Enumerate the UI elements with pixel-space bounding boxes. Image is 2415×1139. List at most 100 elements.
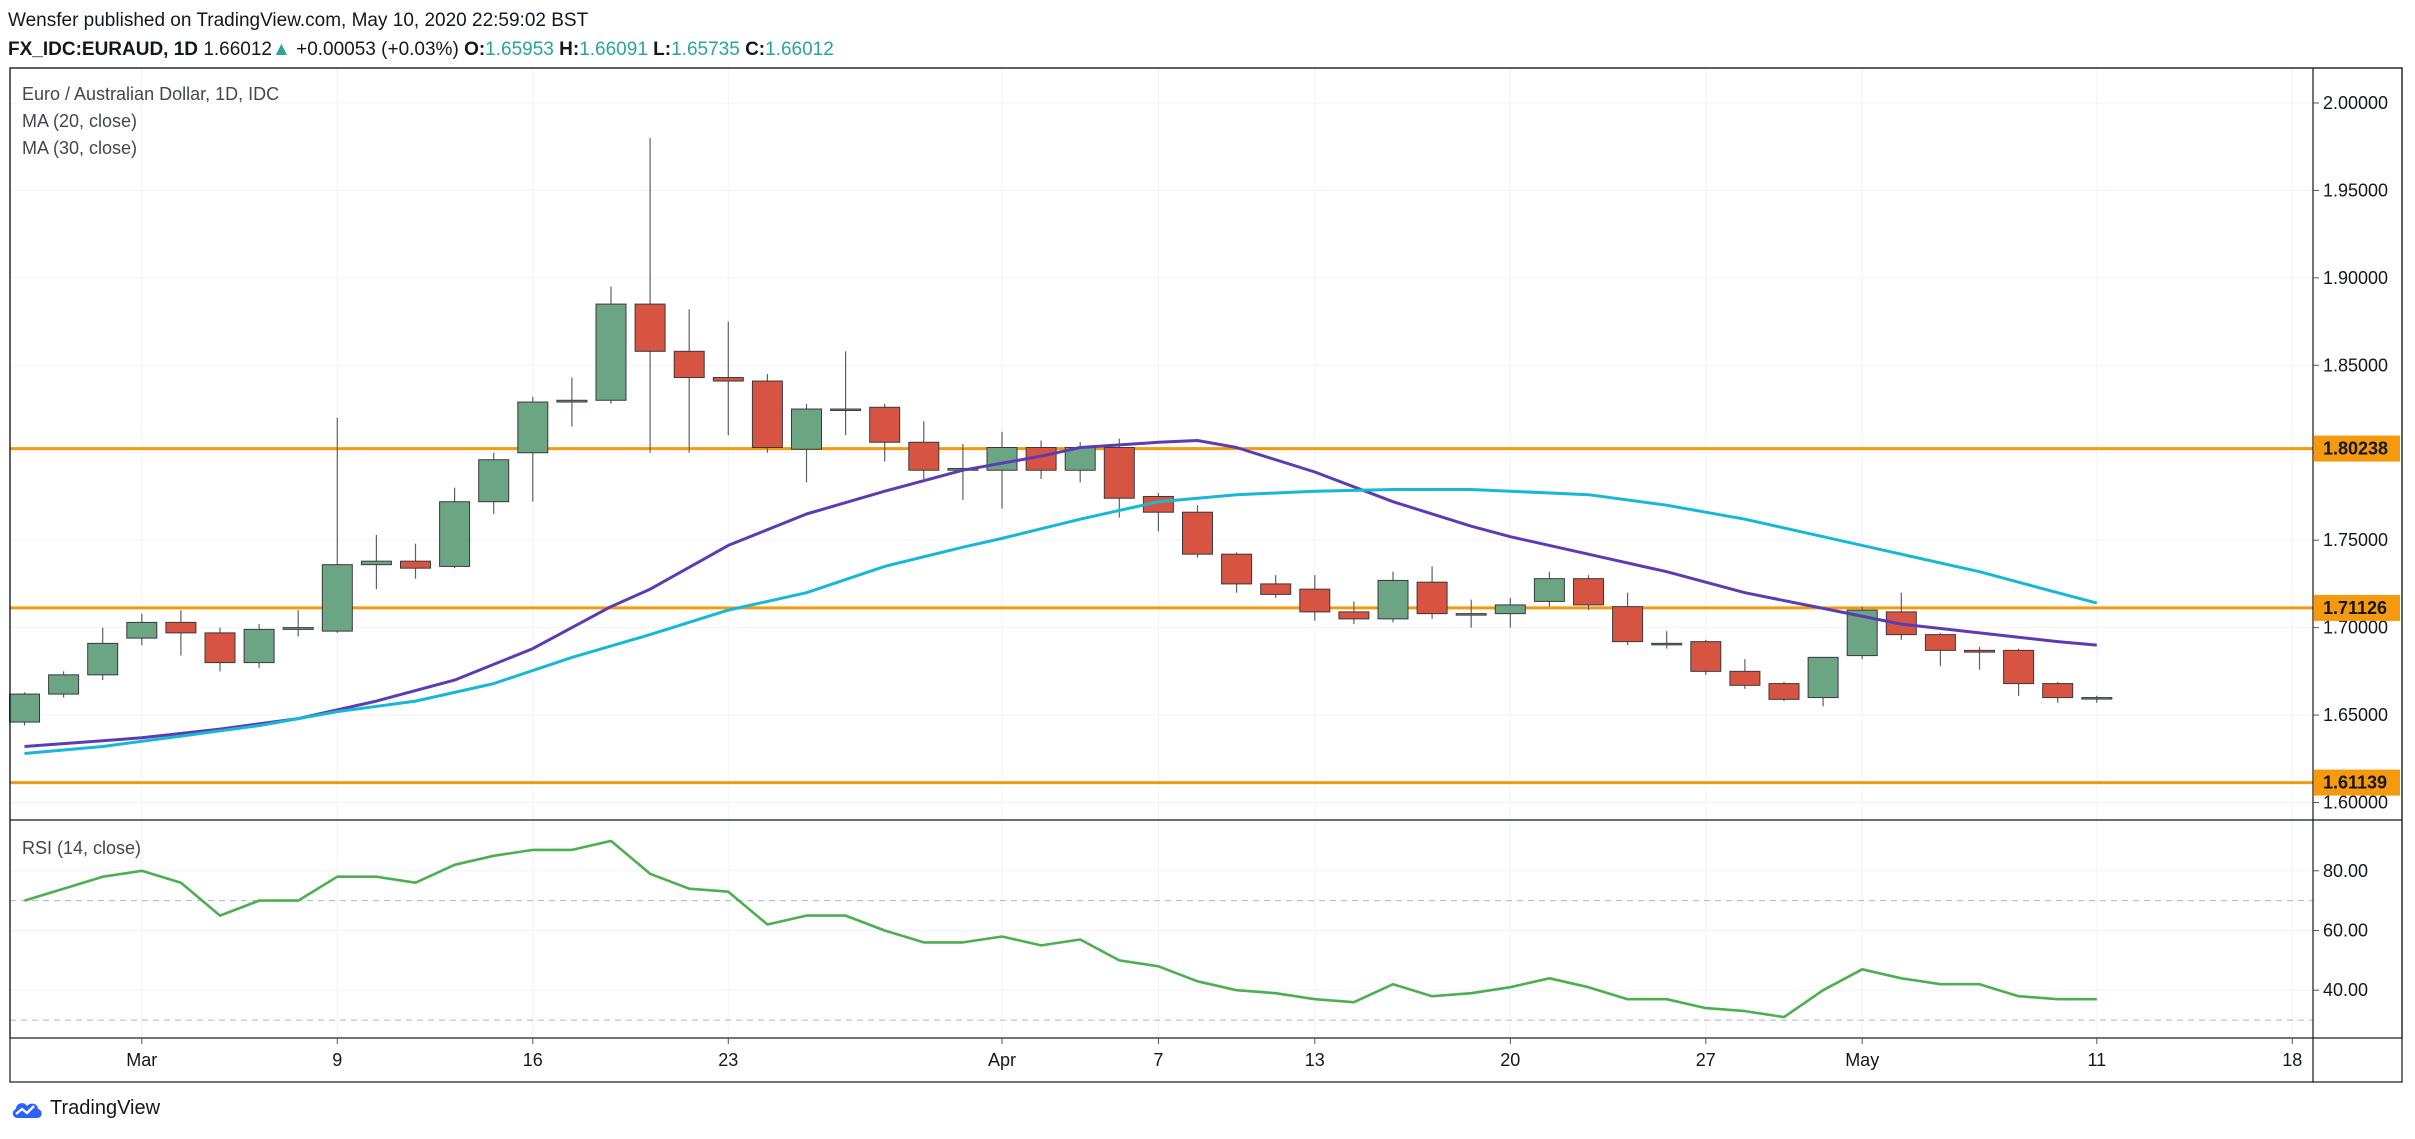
close-value: 1.66012	[765, 39, 834, 60]
time-tick-label: 13	[1305, 1050, 1325, 1070]
chart-border	[9, 67, 2403, 1083]
candle-down	[673, 350, 705, 379]
candle-up	[2081, 697, 2113, 700]
level-badge	[2314, 435, 2400, 462]
time-tick-label: 23	[718, 1050, 738, 1070]
candle-down	[1612, 606, 1644, 643]
time-tick-label: 11	[2087, 1050, 2106, 1070]
legend-ma20: MA (20, close)	[22, 111, 137, 131]
time-tick-label: Apr	[988, 1050, 1016, 1070]
candle-down	[1964, 649, 1995, 653]
low-label: L:	[653, 39, 672, 60]
level-badges: 1.80238 1.71126 1.61139	[2314, 435, 2400, 796]
candle-up	[439, 501, 471, 567]
price-tick-label: 1.65000	[2323, 705, 2388, 725]
time-tick-label: 7	[1153, 1050, 1163, 1070]
candle-down	[1573, 578, 1604, 606]
price-tick-label: 1.75000	[2323, 530, 2388, 550]
candle-down	[1690, 641, 1722, 672]
level-badge-label: 1.61139	[2323, 773, 2387, 793]
candle-up	[1455, 613, 1487, 616]
close-label: C:	[745, 39, 766, 60]
candle-down	[165, 621, 197, 634]
brand-name: TradingView	[50, 1097, 161, 1119]
ma20-line	[24, 439, 2097, 748]
rsi-tick-label: 40.00	[2323, 980, 2368, 1000]
price-tick-label: 1.70000	[2323, 618, 2388, 638]
published-line: Wensfer published on TradingView.com, Ma…	[8, 10, 589, 31]
rsi-tick-label: 80.00	[2323, 861, 2368, 881]
candle-down	[712, 377, 744, 382]
candle-up	[595, 303, 627, 401]
candle-down	[1768, 683, 1800, 700]
candle-up	[321, 564, 353, 632]
chart-grid	[10, 68, 2313, 1038]
candle-down	[1416, 581, 1448, 615]
chart-frame	[9, 67, 2403, 1083]
level-badge	[2314, 594, 2400, 621]
high-label: H:	[559, 39, 580, 60]
price-tick-label: 1.60000	[2323, 793, 2388, 813]
legend-rsi: RSI (14, close)	[22, 838, 141, 858]
price-tick-label: 1.95000	[2323, 180, 2388, 200]
price-tick-label: 1.85000	[2323, 355, 2388, 375]
tradingview-logo[interactable]: TradingView	[10, 1097, 160, 1120]
candle-up	[517, 401, 549, 454]
level-badge-label: 1.80238	[2323, 439, 2388, 459]
candle-down	[751, 380, 783, 448]
candle-down	[1260, 583, 1292, 595]
change-arrow-icon: ▲	[272, 39, 291, 60]
rsi-series	[24, 839, 2097, 1019]
candle-up	[87, 642, 119, 676]
ma30-line	[24, 488, 2098, 755]
candlestick-series	[9, 137, 2113, 726]
symbol: FX_IDC:EURAUD, 1D	[8, 39, 199, 60]
candle-down	[1729, 670, 1761, 686]
candle-up	[791, 408, 822, 450]
candle-up	[986, 446, 1018, 471]
candle-up	[1494, 604, 1526, 615]
price-change: +0.00053 (+0.03%)	[296, 39, 459, 60]
legend-ma30: MA (30, close)	[22, 138, 137, 158]
candle-up	[360, 560, 392, 566]
tradingview-cloud-icon	[12, 1102, 42, 1118]
legend-title: Euro / Australian Dollar, 1D, IDC	[22, 84, 279, 104]
candle-down	[2003, 649, 2035, 685]
time-tick-label: 27	[1696, 1050, 1716, 1070]
open-value: 1.65953	[485, 39, 554, 60]
time-tick-label: 9	[332, 1050, 342, 1070]
price-tick-label: 2.00000	[2323, 93, 2388, 113]
candle-up	[830, 408, 862, 412]
price-tick-label: 1.90000	[2323, 268, 2388, 288]
time-tick-label: Mar	[126, 1050, 157, 1070]
candle-down	[1103, 446, 1135, 499]
candle-up	[1651, 642, 1683, 646]
candle-down	[2042, 683, 2074, 699]
candle-down	[400, 560, 431, 569]
time-tick-label: 18	[2282, 1050, 2302, 1070]
candle-up	[556, 399, 588, 403]
open-label: O:	[464, 39, 486, 60]
rsi-bands	[10, 900, 2313, 1021]
rsi-line	[24, 839, 2097, 1019]
level-badge	[2314, 769, 2400, 796]
moving-averages	[24, 439, 2098, 755]
horizontal-levels	[10, 447, 2313, 785]
candle-down	[1182, 511, 1213, 555]
candle-up	[1377, 579, 1409, 620]
candle-up	[9, 693, 40, 723]
time-axis: Mar 9 16 23 Apr 7 13 20 27 May 11 18	[126, 1038, 2302, 1070]
time-tick-label: 16	[523, 1050, 543, 1070]
candle-down	[1338, 611, 1370, 620]
low-value: 1.65735	[671, 39, 740, 60]
candle-down	[204, 632, 236, 664]
candle-up	[478, 459, 510, 503]
candle-down	[908, 441, 940, 471]
candle-up	[282, 627, 314, 630]
candle-down	[1221, 553, 1253, 585]
rsi-tick-label: 60.00	[2323, 920, 2368, 940]
candle-down	[1924, 634, 1956, 651]
high-value: 1.66091	[579, 39, 648, 60]
symbol-line: FX_IDC:EURAUD, 1D 1.66012 ▲ +0.00053 (+0.…	[8, 35, 2408, 64]
